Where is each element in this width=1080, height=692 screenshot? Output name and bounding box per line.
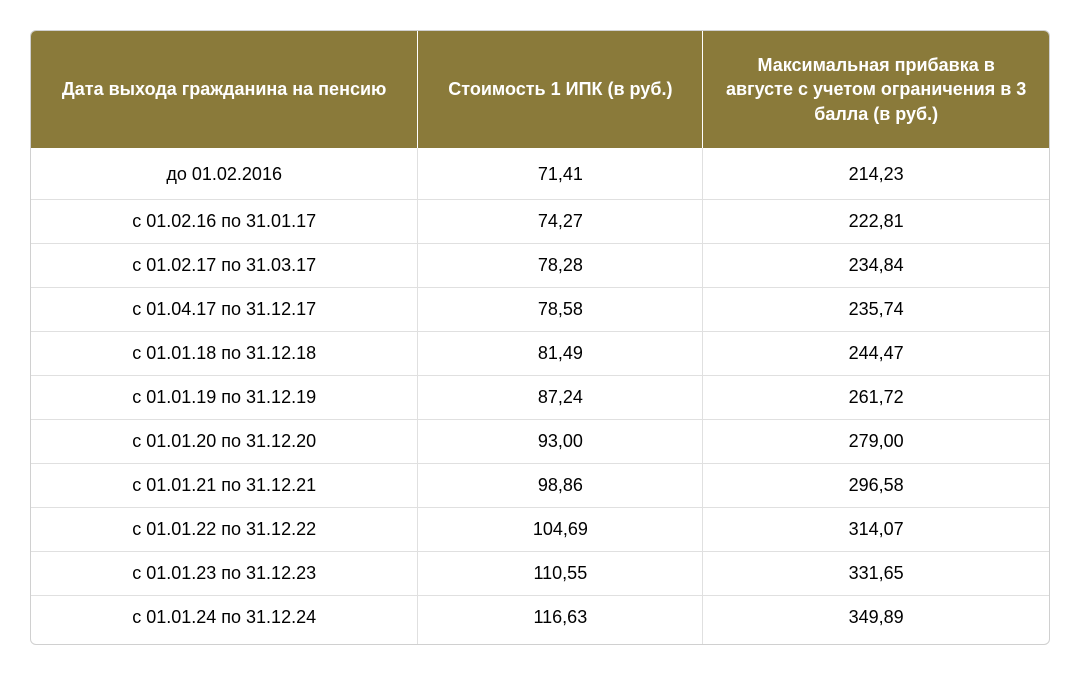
cell-ipk: 93,00 — [418, 419, 703, 463]
cell-date: с 01.01.23 по 31.12.23 — [31, 551, 418, 595]
cell-max: 244,47 — [703, 331, 1049, 375]
cell-date: с 01.01.18 по 31.12.18 — [31, 331, 418, 375]
cell-ipk: 87,24 — [418, 375, 703, 419]
cell-date: с 01.02.16 по 31.01.17 — [31, 199, 418, 243]
cell-ipk: 78,58 — [418, 287, 703, 331]
cell-max: 279,00 — [703, 419, 1049, 463]
pension-table: Дата выхода гражданина на пенсию Стоимос… — [31, 31, 1049, 644]
table-row: с 01.04.17 по 31.12.17 78,58 235,74 — [31, 287, 1049, 331]
table-row: с 01.01.18 по 31.12.18 81,49 244,47 — [31, 331, 1049, 375]
cell-date: с 01.01.20 по 31.12.20 — [31, 419, 418, 463]
pension-table-container: Дата выхода гражданина на пенсию Стоимос… — [30, 30, 1050, 645]
header-col-max: Максимальная прибавка в августе с учетом… — [703, 31, 1049, 148]
header-col-ipk: Стоимость 1 ИПК (в руб.) — [418, 31, 703, 148]
cell-date: с 01.04.17 по 31.12.17 — [31, 287, 418, 331]
table-row: с 01.02.17 по 31.03.17 78,28 234,84 — [31, 243, 1049, 287]
cell-max: 222,81 — [703, 199, 1049, 243]
cell-date: с 01.01.19 по 31.12.19 — [31, 375, 418, 419]
header-col-date: Дата выхода гражданина на пенсию — [31, 31, 418, 148]
table-header: Дата выхода гражданина на пенсию Стоимос… — [31, 31, 1049, 148]
cell-max: 261,72 — [703, 375, 1049, 419]
table-row: с 01.02.16 по 31.01.17 74,27 222,81 — [31, 199, 1049, 243]
cell-ipk: 116,63 — [418, 595, 703, 644]
cell-date: с 01.02.17 по 31.03.17 — [31, 243, 418, 287]
cell-ipk: 78,28 — [418, 243, 703, 287]
cell-date: с 01.01.24 по 31.12.24 — [31, 595, 418, 644]
table-body: до 01.02.2016 71,41 214,23 с 01.02.16 по… — [31, 148, 1049, 644]
cell-ipk: 81,49 — [418, 331, 703, 375]
table-row: с 01.01.24 по 31.12.24 116,63 349,89 — [31, 595, 1049, 644]
cell-max: 234,84 — [703, 243, 1049, 287]
cell-ipk: 74,27 — [418, 199, 703, 243]
cell-max: 349,89 — [703, 595, 1049, 644]
table-row: с 01.01.21 по 31.12.21 98,86 296,58 — [31, 463, 1049, 507]
table-row: до 01.02.2016 71,41 214,23 — [31, 148, 1049, 200]
cell-max: 214,23 — [703, 148, 1049, 200]
cell-ipk: 110,55 — [418, 551, 703, 595]
cell-ipk: 104,69 — [418, 507, 703, 551]
cell-date: с 01.01.21 по 31.12.21 — [31, 463, 418, 507]
cell-max: 235,74 — [703, 287, 1049, 331]
cell-date: с 01.01.22 по 31.12.22 — [31, 507, 418, 551]
cell-date: до 01.02.2016 — [31, 148, 418, 200]
table-row: с 01.01.22 по 31.12.22 104,69 314,07 — [31, 507, 1049, 551]
table-row: с 01.01.19 по 31.12.19 87,24 261,72 — [31, 375, 1049, 419]
table-row: с 01.01.20 по 31.12.20 93,00 279,00 — [31, 419, 1049, 463]
cell-max: 331,65 — [703, 551, 1049, 595]
cell-ipk: 98,86 — [418, 463, 703, 507]
cell-max: 296,58 — [703, 463, 1049, 507]
table-row: с 01.01.23 по 31.12.23 110,55 331,65 — [31, 551, 1049, 595]
cell-ipk: 71,41 — [418, 148, 703, 200]
cell-max: 314,07 — [703, 507, 1049, 551]
header-row: Дата выхода гражданина на пенсию Стоимос… — [31, 31, 1049, 148]
